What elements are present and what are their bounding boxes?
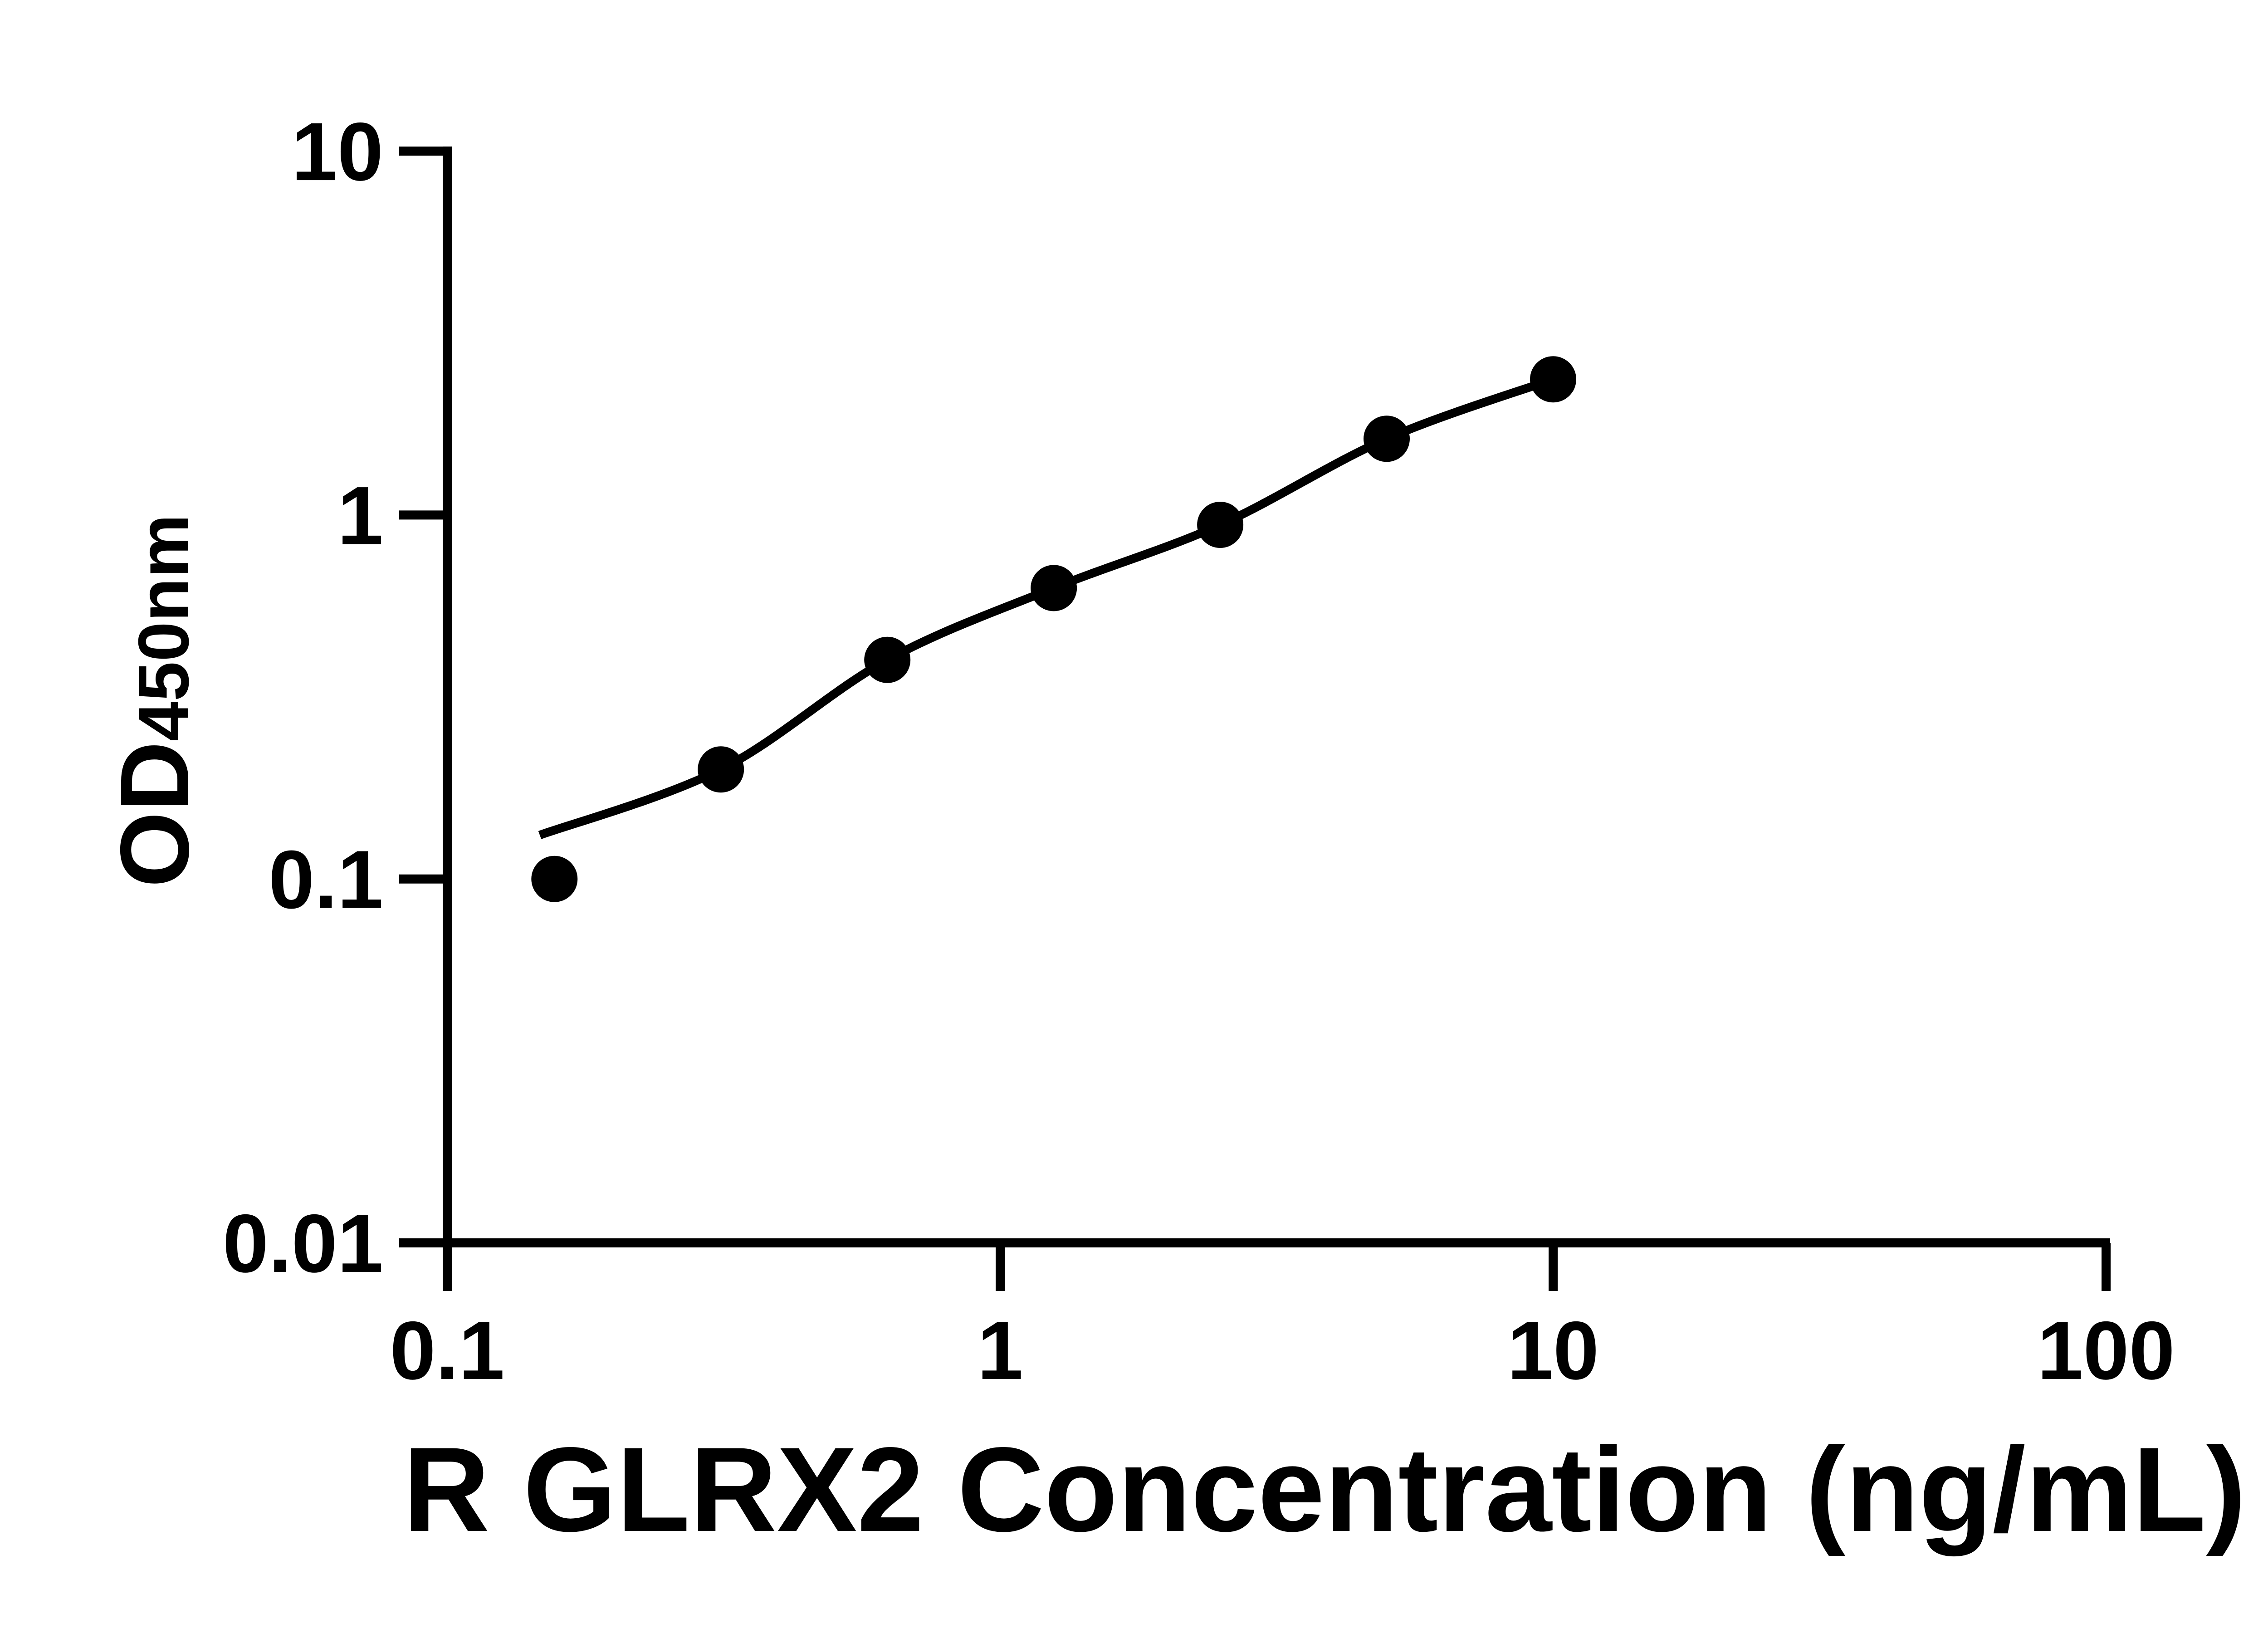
data-point-6 (1364, 416, 1410, 462)
x-axis-title: R GLRX2 Concentration (ng/mL) (403, 1423, 2246, 1557)
y-tick-label-0.01: 0.01 (223, 1197, 383, 1290)
data-point-4 (1031, 565, 1077, 611)
y-axis-title-main: OD (100, 741, 209, 888)
y-tick-label-1: 1 (337, 469, 383, 562)
y-tick-labels: 10 1 0.1 0.01 (223, 105, 383, 1290)
data-points-group (531, 356, 1576, 902)
x-tick-marks (443, 1243, 2111, 1291)
y-tick-marks (399, 147, 447, 1247)
y-tick-label-10: 10 (292, 105, 383, 198)
data-point-1 (531, 856, 578, 902)
data-point-2 (698, 746, 744, 793)
y-axis-title: OD450nm (100, 514, 209, 887)
y-axis-title-sub: 450nm (124, 514, 204, 741)
x-tick-label-10: 10 (1507, 1304, 1599, 1397)
y-tick-label-0.1: 0.1 (269, 833, 383, 926)
data-point-5 (1197, 502, 1244, 548)
x-tick-label-100: 100 (2037, 1304, 2175, 1397)
x-tick-labels: 0.1 1 10 100 (390, 1304, 2175, 1397)
data-point-3 (864, 636, 911, 683)
x-tick-label-0.1: 0.1 (390, 1304, 504, 1397)
data-point-7 (1530, 356, 1576, 403)
x-tick-label-1: 1 (977, 1304, 1023, 1397)
